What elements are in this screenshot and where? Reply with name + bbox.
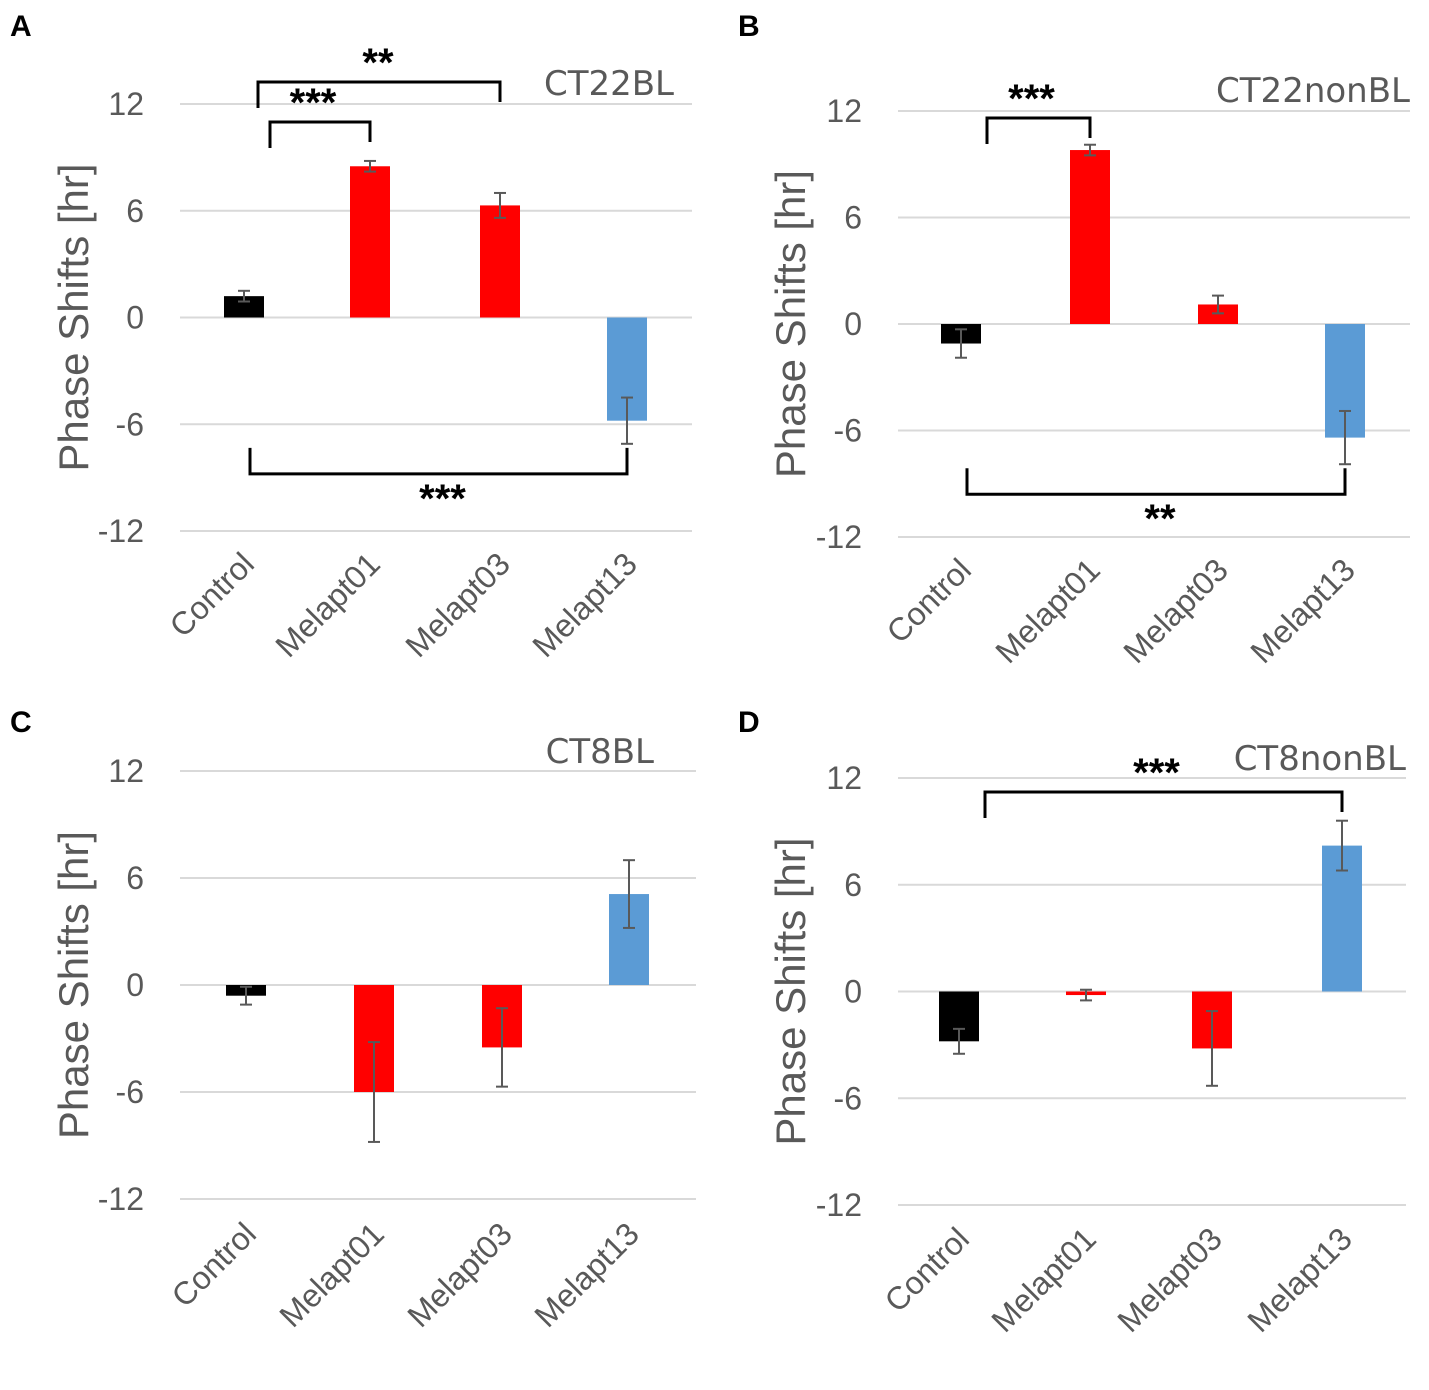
panel-d-xtick-label: Melapt01 [984,1220,1103,1339]
panel-d-ytick-label: 6 [844,867,862,903]
panel-a-significance-stars: ** [362,41,394,85]
panel-b-significance-bracket [965,468,1347,496]
panel-b-significance-bracket [985,116,1092,144]
panel-d-significance-stars: *** [1133,751,1180,795]
panel-c-letter: C [10,706,32,739]
panel-a-ytick-label: 0 [126,300,144,336]
panel-b-xtick-label: Melapt01 [988,551,1107,670]
panel-b-ytick-label: -6 [834,413,862,449]
panel-a-bar-control [224,296,264,318]
panel-a-bar-melapt03 [480,205,520,318]
panel-c-ytick-label: -6 [116,1074,144,1110]
panel-a-significance-stars: *** [290,81,337,125]
panel-b-ytick-label: 0 [844,306,862,342]
panel-b-xtick-label: Control [880,551,978,649]
panel-a-letter: A [10,10,32,43]
panel-b-ytick-label: 6 [844,200,862,236]
panel-a-significance-stars: *** [419,477,466,521]
panel-a-ytick-label: -6 [116,406,144,442]
panel-a-xtick-label: Melapt03 [398,545,517,664]
panel-a-xtick-label: Melapt01 [268,545,387,664]
panel-d-xtick-label: Melapt13 [1240,1220,1359,1339]
panel-d-ylabel: Phase Shifts [hr] [767,837,814,1145]
panel-c-ylabel: Phase Shifts [hr] [50,831,97,1139]
panel-d: D 12 6 0 -6 -12 Phase Shifts [hr] CT8nonBL Contr… [738,706,1406,1339]
panel-b-letter: B [738,10,760,43]
panel-a-significance-bracket [256,80,502,108]
panel-a-bar-melapt01 [350,166,390,318]
panel-b-xtick-label: Melapt03 [1116,551,1235,670]
panel-a-ytick-label: -12 [98,513,144,549]
panel-b-title: CT22nonBL [1216,71,1410,111]
panel-d-xtick-label: Control [878,1220,976,1318]
panel-c-ytick-label: 12 [108,753,144,789]
panel-c-ytick-label: 6 [126,860,144,896]
panel-c-ytick-label: 0 [126,967,144,1003]
panel-a-ylabel: Phase Shifts [hr] [50,163,97,471]
panel-c-xtick-label: Control [165,1215,263,1313]
panel-d-letter: D [738,706,760,739]
panel-b-ytick-label: -12 [816,519,862,555]
panel-d-ytick-label: 0 [844,974,862,1010]
panel-a-xtick-label: Control [163,545,261,643]
panel-c-title: CT8BL [546,732,654,772]
panel-b-ytick-label: 12 [826,93,862,129]
panel-a-title: CT22BL [544,64,674,104]
panel-b-significance-stars: ** [1144,497,1176,541]
panel-d-title: CT8nonBL [1234,739,1406,779]
panel-a-significance-bracket [268,120,372,148]
panel-a-ytick-label: 6 [126,193,144,229]
panel-b-ylabel: Phase Shifts [hr] [767,170,814,478]
panel-b: B 12 6 0 -6 -12 Phase Shifts [hr] CT22nonBL Cont… [738,10,1410,670]
panel-b-xtick-label: Melapt13 [1243,551,1362,670]
panel-d-significance-bracket [983,790,1344,818]
panel-d-ytick-label: 12 [826,760,862,796]
panel-b-bar-melapt01 [1070,150,1110,324]
panel-c-xtick-label: Melapt03 [400,1215,519,1334]
panel-c-xtick-label: Melapt01 [272,1215,391,1334]
panel-d-ytick-label: -12 [816,1187,862,1223]
panel-d-ytick-label: -6 [834,1080,862,1116]
panel-a-significance-bracket [248,447,629,476]
panel-b-significance-stars: *** [1008,77,1055,121]
panel-a: A 12 6 0 -6 -12 Phase Shifts [hr] CT22BL Control… [10,10,692,664]
panel-d-xtick-label: Melapt03 [1110,1220,1229,1339]
panel-a-ytick-label: 12 [108,86,144,122]
panel-c-xtick-label: Melapt13 [527,1215,646,1334]
panel-a-xtick-label: Melapt13 [525,545,644,664]
panel-c-ytick-label: -12 [98,1181,144,1217]
